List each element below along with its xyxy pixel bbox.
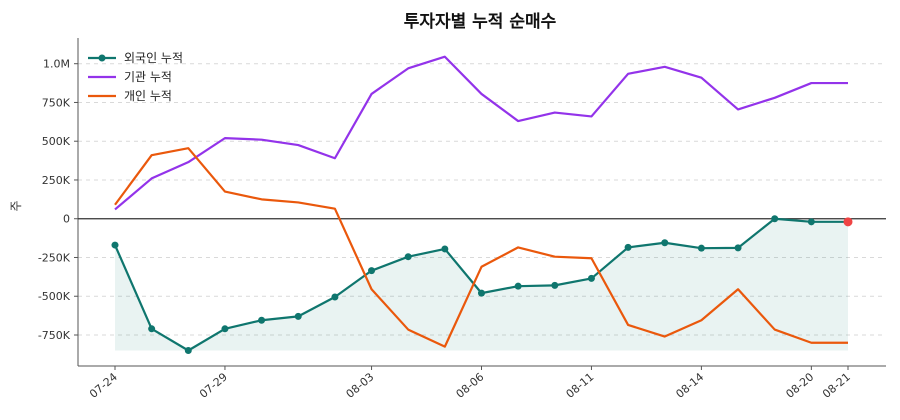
last-point-marker (843, 217, 853, 227)
x-tick-label: 08-11 (564, 370, 597, 401)
series-marker (404, 253, 412, 261)
y-tick-label: 1.0M (43, 58, 70, 71)
series-marker (258, 316, 266, 324)
legend-label: 기관 누적 (124, 70, 172, 84)
series-line (114, 147, 848, 348)
series-marker (111, 241, 119, 249)
series-marker (441, 245, 449, 253)
series-marker (771, 215, 779, 223)
legend-label: 개인 누적 (124, 89, 172, 103)
series-marker (587, 274, 595, 282)
series-marker (331, 293, 339, 301)
y-tick-label: -250K (38, 251, 71, 264)
x-tick-label: 08-06 (454, 370, 487, 401)
x-tick-label: 08-14 (673, 370, 706, 401)
series-marker (368, 267, 376, 275)
legend-item: 기관 누적 (88, 70, 172, 84)
y-tick-label: 250K (42, 174, 71, 187)
legend-label: 외국인 누적 (124, 51, 183, 65)
legend-item: 개인 누적 (88, 89, 172, 103)
x-tick-label: 08-03 (344, 370, 377, 401)
x-tick-label: 08-20 (783, 370, 816, 401)
chart-title: 투자자별 누적 순매수 (404, 12, 557, 32)
x-tick-labels: 07-24 07-29 08-03 08-06 08-11 08-14 08-20 08-21 (87, 366, 853, 401)
x-tick-label: 08-21 (820, 370, 853, 401)
series-marker (551, 281, 559, 289)
legend-item: 외국인 누적 (88, 51, 183, 65)
y-tick-label: -500K (38, 290, 71, 303)
series-markers (111, 215, 853, 354)
y-axis-label: 주 (9, 200, 23, 211)
series-marker (478, 289, 485, 297)
series-marker (734, 244, 742, 252)
series-marker (514, 282, 522, 290)
x-tick-label: 07-29 (197, 370, 230, 401)
series-marker (807, 218, 815, 226)
series-marker (148, 325, 156, 333)
series-marker (221, 325, 229, 333)
series-marker (294, 312, 302, 320)
x-tick-label: 07-24 (87, 370, 120, 401)
y-tick-label: 750K (42, 96, 71, 109)
series-line (114, 55, 848, 211)
y-tick-labels: 1.0M 750K 500K 250K 0 -250K -500K -750K (38, 58, 78, 342)
legend-marker (98, 54, 106, 62)
series-marker (697, 244, 705, 252)
series-marker (661, 239, 669, 247)
y-tick-label: -750K (38, 329, 71, 342)
series-marker (624, 243, 632, 251)
series-marker (184, 346, 192, 354)
y-tick-label: 500K (42, 135, 71, 148)
y-tick-label: 0 (63, 213, 70, 226)
grid-lines (78, 63, 886, 336)
